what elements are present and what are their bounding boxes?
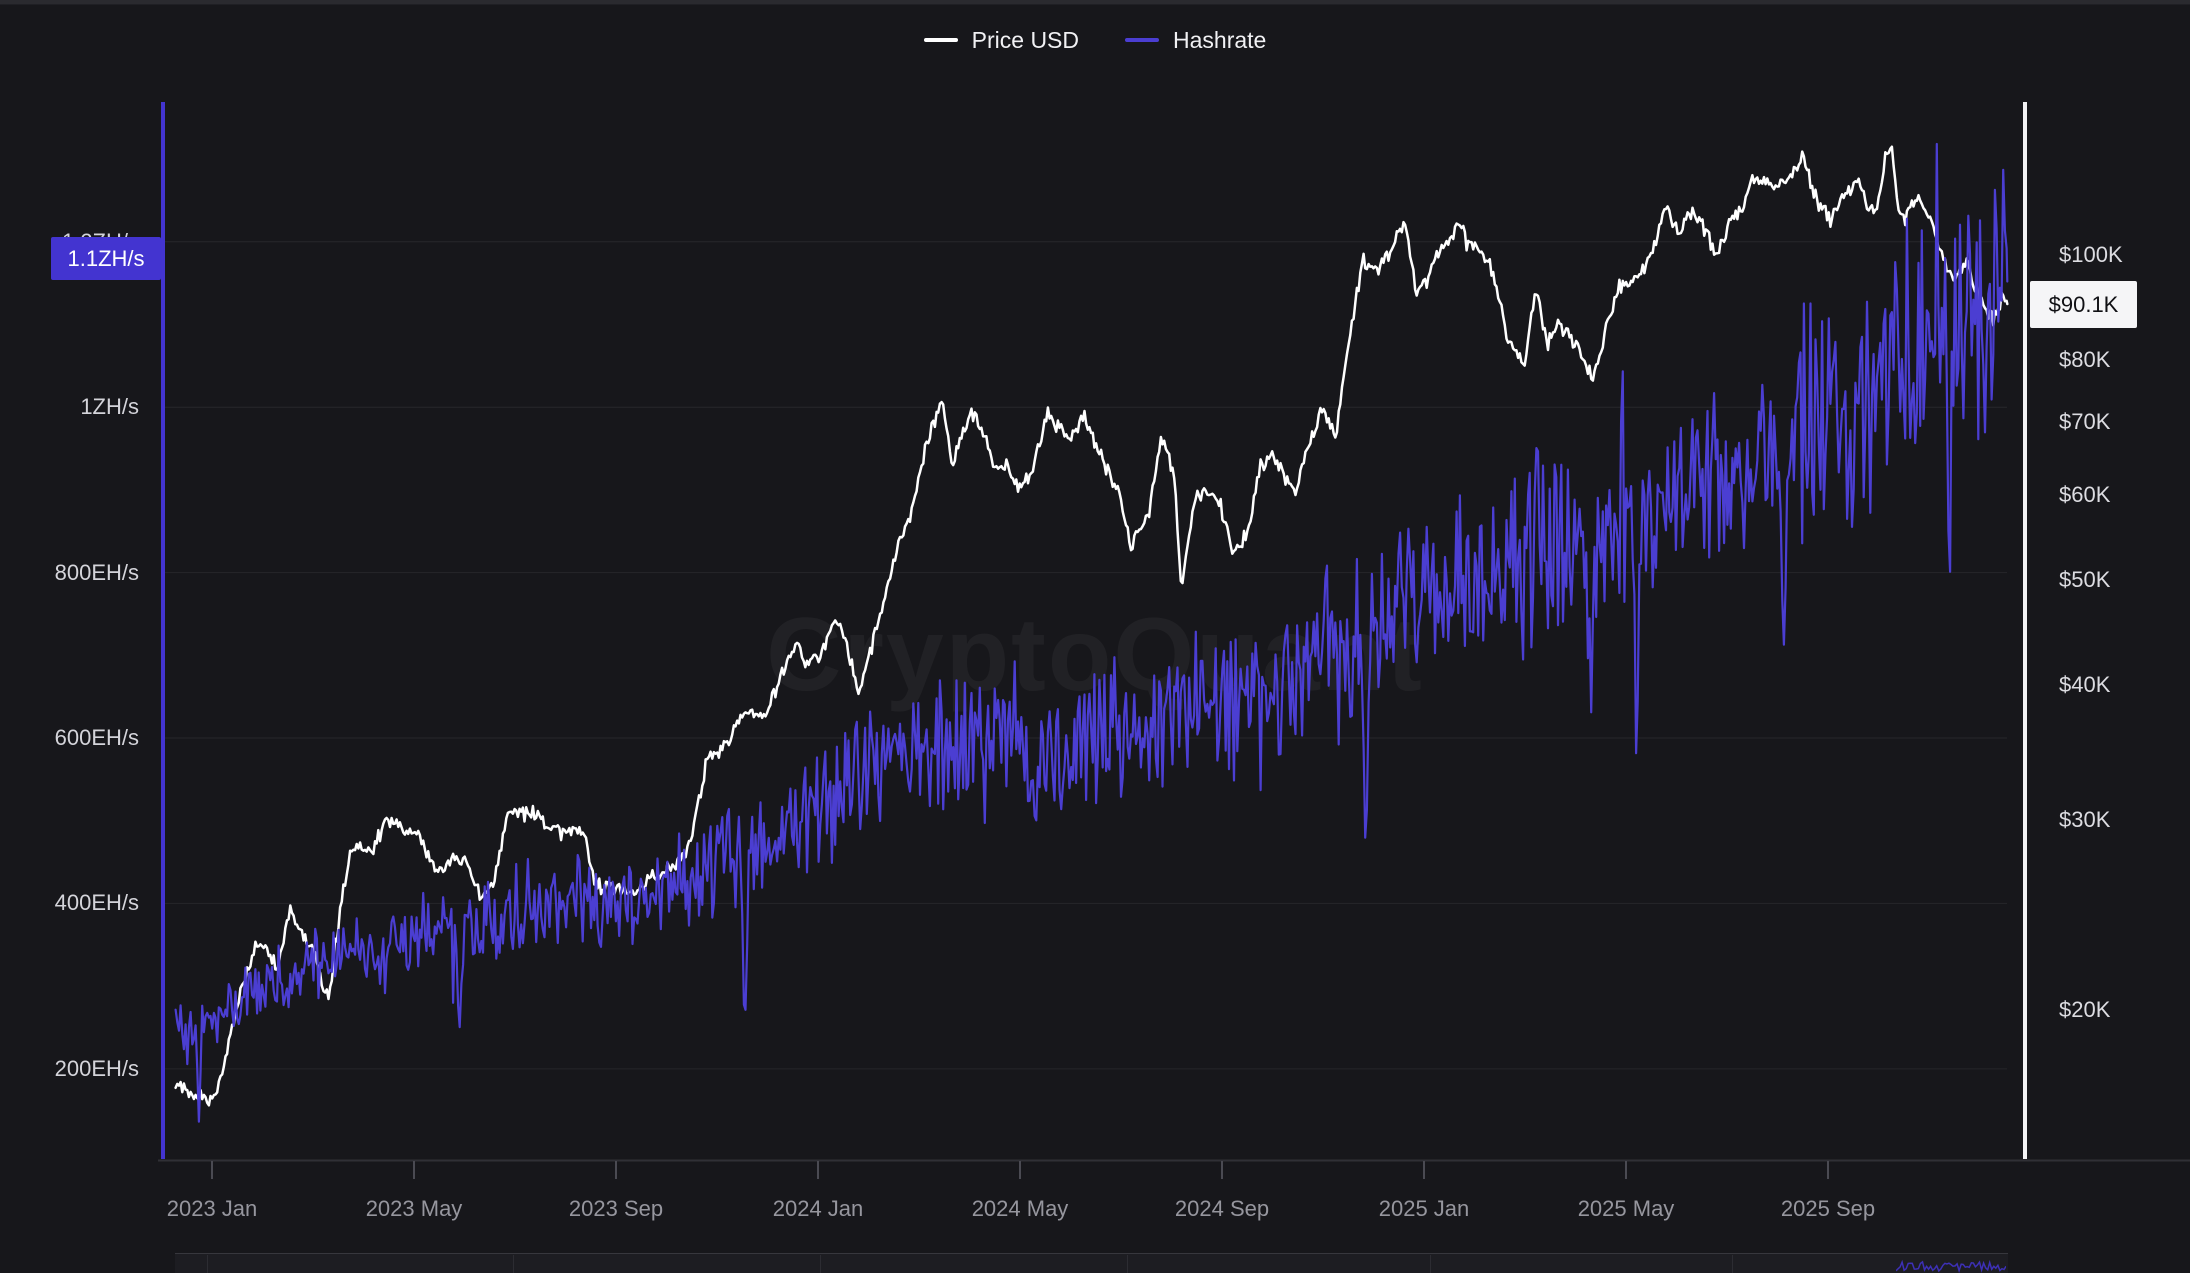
price-current-value-badge: $90.1K [2030,281,2137,328]
x-axis-label: 2024 Jan [772,1196,864,1221]
x-axis-label: 2023 Sep [568,1196,664,1221]
navigator-divider [1127,1255,1128,1273]
legend-item-hashrate[interactable]: Hashrate [1125,27,1266,54]
legend-item-price-usd[interactable]: Price USD [923,26,1080,54]
y-axis-left-label: 800EH/s [54,559,139,585]
x-axis-label: 2025 May [1577,1196,1675,1221]
x-axis-label: 2023 Jan [166,1196,258,1221]
navigator-divider [820,1255,821,1273]
hashrate-line [174,142,2009,1123]
x-axis-label: 2025 Sep [1780,1196,1876,1221]
navigator-mini-hashrate-line [1896,1259,2006,1273]
y-axis-right-label: $60K [2059,481,2111,507]
y-axis-left-label: 600EH/s [54,725,139,751]
window-top-strip [0,0,2190,5]
navigator-divider [1732,1255,1733,1273]
price-usd-line [174,145,2009,1107]
y-axis-right-label: $50K [2059,567,2111,593]
y-axis-left-label: 400EH/s [54,890,139,916]
hashrate-line-swatch-icon [1125,38,1160,42]
x-axis-label: 2025 Jan [1378,1196,1470,1221]
left-axis-line [161,102,165,1159]
chart-legend: Price USD Hashrate [0,20,2190,60]
legend-label-hashrate: Hashrate [1173,26,1267,53]
y-axis-right-label: $40K [2059,671,2111,697]
navigator-divider [1430,1255,1431,1273]
navigator-divider [513,1255,514,1273]
hashrate-current-value-badge: 1.1ZH/s [51,237,161,280]
x-axis-label: 2024 Sep [1174,1196,1270,1221]
y-axis-left-label: 200EH/s [54,1055,139,1081]
y-axis-right-label: $20K [2059,996,2111,1022]
navigator-divider [207,1255,208,1273]
y-axis-left-label: 1ZH/s [80,394,139,420]
date-range-navigator[interactable] [175,1253,2008,1273]
y-axis-right-label: $100K [2059,242,2123,268]
price-usd-line-swatch-icon [923,38,958,42]
right-axis-line [2023,102,2027,1159]
x-axis-label: 2024 May [971,1196,1069,1221]
y-axis-right-label: $30K [2059,806,2111,832]
legend-label-price-usd: Price USD [971,26,1080,53]
y-axis-right-label: $80K [2059,346,2111,372]
y-axis-right-label: $70K [2059,409,2111,435]
x-axis-label: 2023 May [365,1196,463,1221]
